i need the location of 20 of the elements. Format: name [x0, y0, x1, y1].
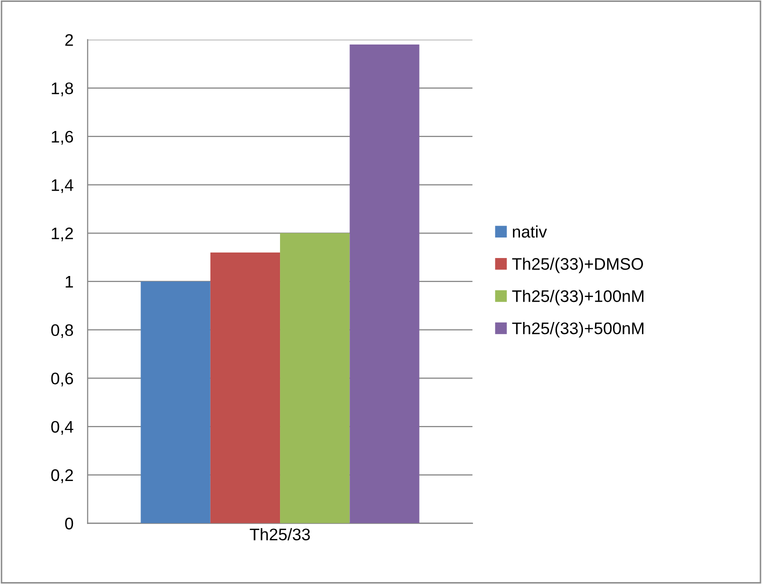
y-tick-label: 1,6	[52, 130, 74, 145]
y-tick-label: 1,2	[52, 228, 73, 242]
x-tick-label: Th25/33	[250, 528, 310, 540]
y-tick-label: 1,8	[52, 82, 74, 96]
y-tick-label: 0	[65, 518, 74, 530]
legend-label: Th25/(33)+DMSO	[512, 258, 643, 274]
legend-label: Th25/(33)+500nM	[512, 322, 644, 338]
legend-label: nativ	[512, 225, 547, 238]
y-tick-label: 2	[65, 34, 73, 46]
y-tick-label: 0,6	[51, 372, 74, 386]
y-tick-label: 1,4	[52, 179, 74, 193]
legend-label: Th25/(33)+100nM	[512, 290, 644, 306]
bar	[140, 281, 210, 524]
bar	[350, 44, 420, 524]
bar	[210, 252, 280, 524]
y-tick-label: 0,8	[51, 324, 74, 338]
y-tick-label: 1	[66, 276, 73, 288]
y-tick-label: 0,2	[51, 469, 73, 484]
y-tick-label: 0,4	[51, 420, 74, 435]
bar	[280, 233, 350, 524]
